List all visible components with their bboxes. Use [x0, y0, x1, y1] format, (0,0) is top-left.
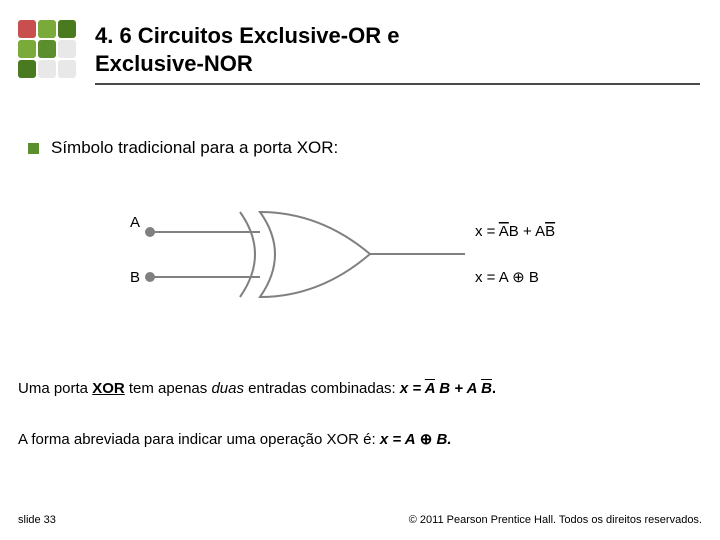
- s2-eq: x = A: [380, 431, 416, 448]
- logo-cell: [18, 20, 36, 38]
- s1-eq-abar: A: [425, 380, 435, 397]
- s2-xor-symbol: ⊕: [416, 431, 437, 448]
- logo-cell: [58, 20, 76, 38]
- svg-text:x = AB + AB: x = AB + AB: [475, 223, 555, 240]
- slide-number: slide 33: [18, 514, 56, 526]
- logo-cell: [58, 60, 76, 78]
- logo-cell: [58, 40, 76, 58]
- title-line1: 4. 6 Circuitos Exclusive-OR e: [95, 23, 399, 48]
- s1-p3: tem apenas: [125, 380, 212, 397]
- title-underline: [95, 83, 700, 85]
- sentence-xor-shorthand: A forma abreviada para indicar uma opera…: [18, 430, 702, 448]
- logo-cell: [18, 40, 36, 58]
- bullet-text: Símbolo tradicional para a porta XOR:: [51, 138, 338, 158]
- s1-dot: .: [492, 380, 496, 397]
- s1-p5: entradas combinadas:: [244, 380, 400, 397]
- s1-p1: Uma porta: [18, 380, 92, 397]
- logo-cell: [38, 40, 56, 58]
- sentence-xor-inputs: Uma porta XOR tem apenas duas entradas c…: [18, 380, 702, 397]
- s1-eq-b: B: [435, 380, 450, 397]
- logo-cell: [38, 20, 56, 38]
- s1-eq-plus: +: [450, 380, 467, 397]
- xor-gate-svg: A Bx = AB + AB x = A ⊕ B: [110, 192, 610, 317]
- title-block: 4. 6 Circuitos Exclusive-OR e Exclusive-N…: [95, 22, 700, 85]
- logo-grid: [18, 20, 78, 80]
- svg-text:A: A: [130, 214, 140, 231]
- logo-cell: [18, 60, 36, 78]
- title-line2: Exclusive-NOR: [95, 51, 253, 76]
- s2-tail: B.: [437, 431, 452, 448]
- s1-eq-x: x =: [400, 380, 425, 397]
- s2-p1: A forma abreviada para indicar uma opera…: [18, 431, 380, 448]
- s1-duas: duas: [211, 380, 244, 397]
- svg-text:x = A ⊕ B: x = A ⊕ B: [475, 269, 539, 286]
- s1-xor: XOR: [92, 380, 125, 397]
- logo-cell: [38, 60, 56, 78]
- s1-eq-a: A: [467, 380, 481, 397]
- bullet-marker: [28, 143, 39, 154]
- svg-text:B: B: [130, 269, 140, 286]
- slide-title: 4. 6 Circuitos Exclusive-OR e Exclusive-N…: [95, 22, 700, 77]
- xor-gate-diagram: A Bx = AB + AB x = A ⊕ B: [110, 192, 610, 317]
- copyright: © 2011 Pearson Prentice Hall. Todos os d…: [409, 514, 702, 526]
- bullet-row: Símbolo tradicional para a porta XOR:: [28, 138, 338, 158]
- s1-eq-bbar: B: [481, 380, 492, 397]
